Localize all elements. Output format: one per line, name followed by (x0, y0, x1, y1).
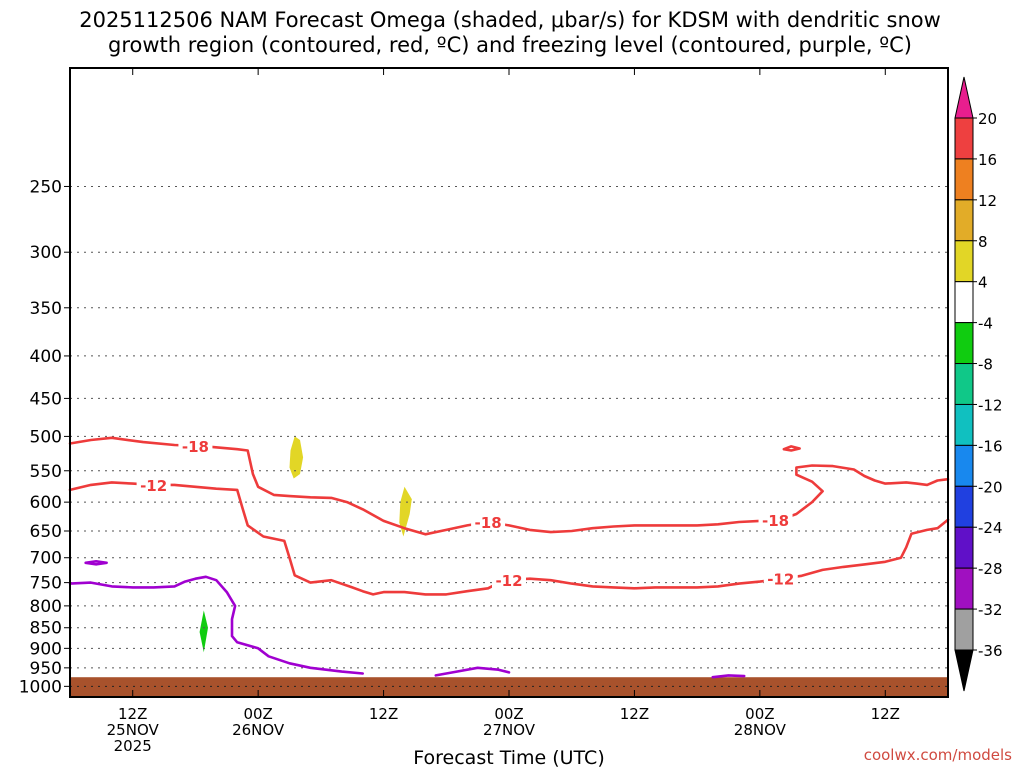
contour-label-bg (758, 512, 793, 529)
contour-label-bg (136, 476, 171, 493)
contour-line-7 (711, 674, 746, 679)
colorbar-segment (954, 199, 974, 242)
plot-area: 2503003504004505005506006507007508008509… (19, 67, 950, 755)
contour-label--18: -18 (182, 438, 209, 456)
contour-label-bg (492, 571, 526, 588)
colorbar-label: -16 (978, 437, 1003, 455)
colorbar-label: -20 (978, 478, 1003, 496)
omega-shaded-region-3 (199, 610, 208, 653)
y-tick-label-600: 600 (30, 493, 62, 513)
colorbar-label: 16 (978, 151, 997, 169)
contour-line-6 (434, 666, 511, 677)
credit-text: coolwx.com/models (864, 746, 1012, 764)
y-tick-label-400: 400 (30, 347, 62, 367)
x-tick-label: 12Z (118, 705, 147, 723)
x-tick-label: 12Z (369, 705, 398, 723)
x-tick-label: 00Z (745, 705, 774, 723)
colorbar-segment (954, 322, 974, 365)
chart-title-line-2: growth region (contoured, red, ºC) and f… (108, 33, 912, 57)
y-tick-label-650: 650 (30, 522, 62, 542)
colorbar-label: -12 (978, 396, 1003, 414)
colorbar-label: -28 (978, 560, 1003, 578)
y-tick-label-900: 900 (30, 639, 62, 659)
x-tick-label: 28NOV (734, 721, 787, 739)
contour-label-bg (763, 570, 798, 587)
x-tick-label: 12Z (620, 705, 649, 723)
y-tick-label-250: 250 (30, 177, 62, 197)
x-tick-label: 2025 (114, 737, 152, 755)
plot-frame (69, 67, 949, 698)
y-tick-label-350: 350 (30, 299, 62, 319)
ground-surface-fill (70, 677, 948, 697)
colorbar-segment (954, 117, 974, 160)
y-tick-label-800: 800 (30, 597, 62, 617)
colorbar-label: 12 (978, 192, 997, 210)
colorbar-segment (954, 567, 974, 610)
x-tick-label: 00Z (243, 705, 272, 723)
colorbar-label: -4 (978, 315, 993, 333)
colorbar-label: -32 (978, 601, 1003, 619)
x-tick-label: 00Z (494, 705, 523, 723)
colorbar-segment (954, 363, 974, 405)
omega-shaded-region-2 (399, 486, 412, 537)
contour-line-5 (84, 560, 108, 566)
colorbar-segment (954, 158, 974, 201)
colorbar-label: -24 (978, 519, 1003, 537)
y-tick-label-750: 750 (30, 574, 62, 594)
colorbar-segment (954, 403, 974, 446)
contour-line-1 (68, 436, 950, 536)
contour-line-3 (782, 445, 801, 452)
x-tick-label: 12Z (871, 705, 900, 723)
y-tick-label-850: 850 (30, 619, 62, 639)
y-tick-label-550: 550 (30, 462, 62, 482)
y-tick-label-500: 500 (30, 427, 62, 447)
x-tick-label: 27NOV (483, 721, 536, 739)
colorbar: 20 16 12 8 4 -4 -8 -12 -16 -20 -24 -28 -32 -36 (954, 76, 1003, 692)
contour-line-4 (68, 575, 364, 675)
colorbar-segment (954, 444, 974, 487)
contour-label--12: -12 (767, 571, 794, 589)
colorbar-label: -36 (978, 642, 1003, 660)
y-tick-label-450: 450 (30, 389, 62, 409)
colorbar-segment (954, 526, 974, 569)
colorbar-top-arrow (954, 76, 974, 119)
y-tick-label-950: 950 (30, 659, 62, 679)
contour-label--18: -18 (475, 514, 502, 532)
colorbar-label: 8 (978, 233, 988, 251)
contour-label-bg (471, 514, 506, 531)
colorbar-segment (954, 240, 974, 283)
colorbar-label: 20 (978, 110, 997, 128)
contour-label-bg (178, 437, 213, 454)
colorbar-segment (954, 485, 974, 528)
y-tick-label-700: 700 (30, 549, 62, 569)
x-tick-label: 25NOV (107, 721, 160, 739)
contour-line-2 (68, 481, 950, 596)
x-tick-label: 26NOV (232, 721, 285, 739)
omega-shaded-region-1 (289, 436, 304, 479)
contour-label--18: -18 (762, 512, 789, 530)
colorbar-segment (954, 281, 974, 324)
contour-label--12: -12 (495, 572, 522, 590)
y-tick-label-300: 300 (30, 243, 62, 263)
chart-title-line-1: 2025112506 NAM Forecast Omega (shaded, μ… (79, 8, 941, 32)
x-axis-label: Forecast Time (UTC) (413, 747, 604, 768)
y-tick-label-1000: 1000 (19, 677, 62, 697)
colorbar-bottom-arrow (954, 649, 974, 692)
colorbar-label: -8 (978, 356, 993, 374)
colorbar-segment (954, 608, 974, 651)
colorbar-label: 4 (978, 274, 988, 292)
contour-label--12: -12 (140, 477, 167, 495)
